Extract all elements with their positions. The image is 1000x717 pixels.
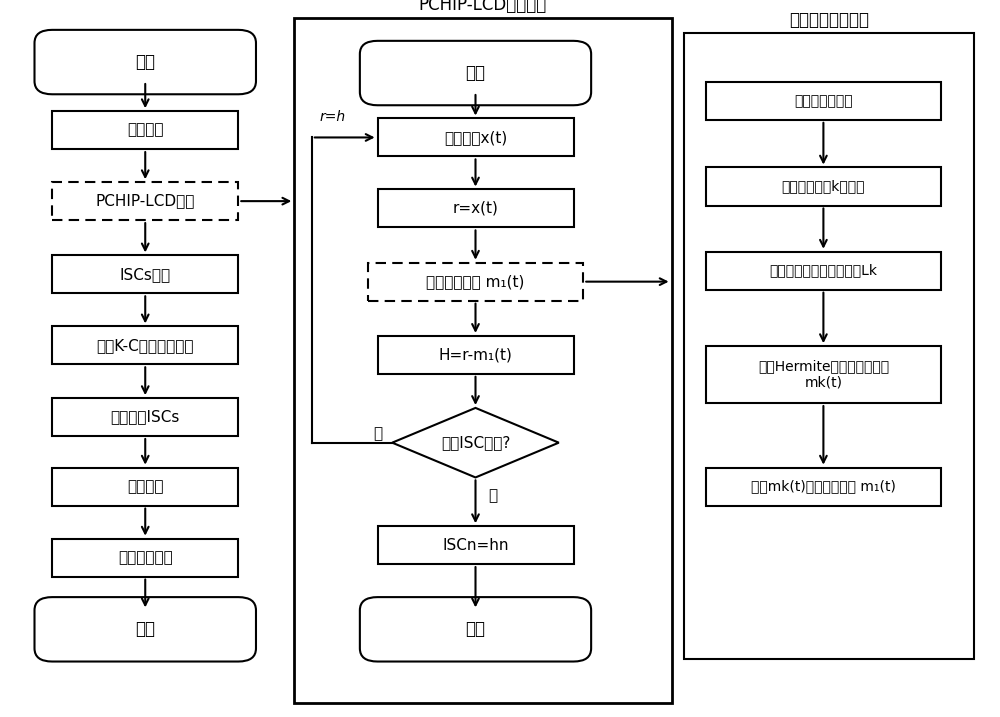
Text: 开始: 开始 <box>466 64 486 82</box>
Text: 振动信号x(t): 振动信号x(t) <box>444 130 507 145</box>
Text: 有效分量ISCs: 有效分量ISCs <box>111 409 180 424</box>
Bar <box>52 111 238 149</box>
Text: 将极値点分为k个区间: 将极値点分为k个区间 <box>782 179 865 194</box>
Text: 判断ISC分量?: 判断ISC分量? <box>441 435 510 450</box>
Text: ISCs分量: ISCs分量 <box>120 267 171 282</box>
Bar <box>706 467 941 505</box>
Text: 重构信号: 重构信号 <box>127 479 163 494</box>
Bar <box>294 18 672 703</box>
Text: 确定所有极値点: 确定所有极値点 <box>794 94 853 108</box>
Text: 结束: 结束 <box>466 620 486 638</box>
Bar <box>52 398 238 436</box>
Text: PCHIP-LCD分解: PCHIP-LCD分解 <box>96 194 195 209</box>
Bar <box>52 182 238 220</box>
Text: PCHIP-LCD分解过程: PCHIP-LCD分解过程 <box>419 0 547 14</box>
Text: r=h: r=h <box>320 110 346 124</box>
Bar <box>52 538 238 576</box>
Text: H=r-m₁(t): H=r-m₁(t) <box>439 347 512 362</box>
Bar <box>706 346 941 403</box>
Polygon shape <box>392 408 559 478</box>
Bar <box>52 467 238 505</box>
Text: 均値曲线构造过程: 均値曲线构造过程 <box>789 11 869 29</box>
Text: ISCn=hn: ISCn=hn <box>442 538 509 553</box>
Text: r=x(t): r=x(t) <box>453 201 498 216</box>
Bar <box>378 336 574 374</box>
Bar <box>378 526 574 564</box>
FancyBboxPatch shape <box>35 597 256 662</box>
Bar <box>368 262 583 300</box>
Text: 构造均値曲线 m₁(t): 构造均値曲线 m₁(t) <box>426 274 525 289</box>
Bar <box>706 252 941 290</box>
FancyBboxPatch shape <box>360 597 591 662</box>
Text: 计算K-C组合权重指标: 计算K-C组合权重指标 <box>96 338 194 353</box>
Text: 否: 否 <box>373 427 382 442</box>
Bar <box>706 82 941 120</box>
FancyBboxPatch shape <box>360 41 591 105</box>
Text: 连接mk(t)得到均値曲线 m₁(t): 连接mk(t)得到均値曲线 m₁(t) <box>751 480 896 493</box>
Bar <box>52 326 238 364</box>
Bar <box>378 189 574 227</box>
Text: 开始: 开始 <box>135 53 155 71</box>
Text: 是: 是 <box>489 488 498 503</box>
Bar <box>378 118 574 156</box>
Bar <box>52 255 238 293</box>
Bar <box>706 168 941 206</box>
Text: 计算区间的基线提取算子Lk: 计算区间的基线提取算子Lk <box>769 264 877 277</box>
Text: 结束: 结束 <box>135 620 155 638</box>
Bar <box>684 33 974 659</box>
Text: 振动信号: 振动信号 <box>127 123 163 138</box>
Text: 三次Hermite拟合获得到基线
mk(t): 三次Hermite拟合获得到基线 mk(t) <box>758 359 889 390</box>
Text: 故障特征提取: 故障特征提取 <box>118 550 173 565</box>
FancyBboxPatch shape <box>35 30 256 94</box>
